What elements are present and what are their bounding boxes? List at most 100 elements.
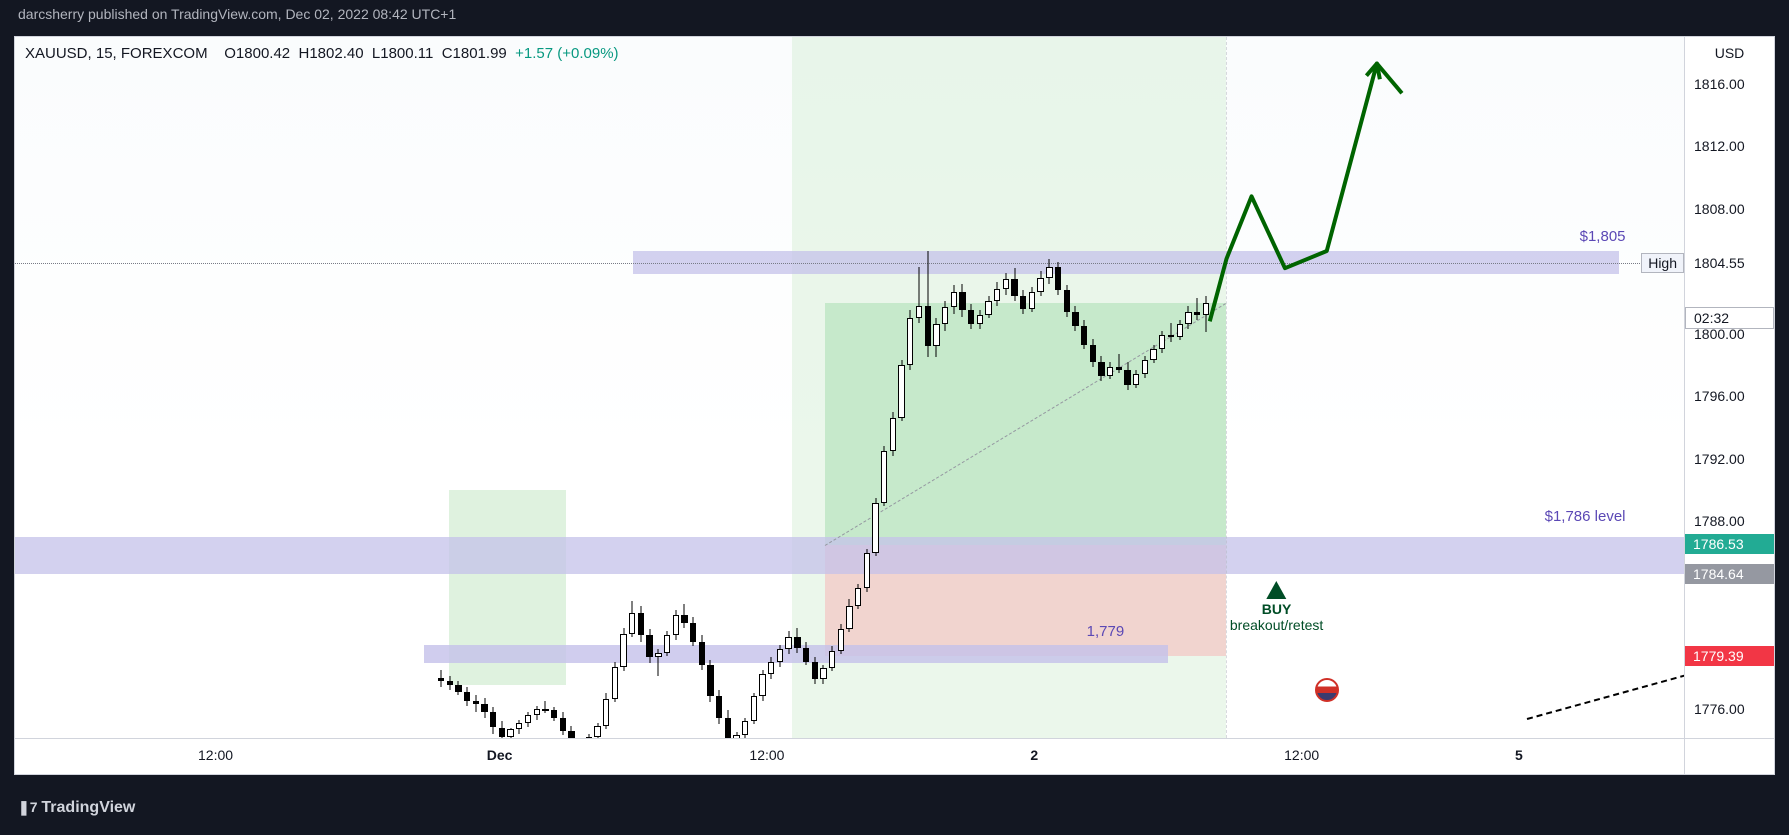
candle: [568, 37, 574, 738]
candle: [1072, 37, 1078, 738]
y-tick-label: 1788.00: [1684, 513, 1774, 529]
candle: [1142, 37, 1148, 738]
y-tick-label: 1812.00: [1684, 138, 1774, 154]
candle: [951, 37, 957, 738]
candle: [586, 37, 592, 738]
candle: [820, 37, 826, 738]
legend-interval: 15: [96, 45, 113, 62]
candle: [1011, 37, 1017, 738]
candle: [455, 37, 461, 738]
price-annotation: $1,805: [1580, 228, 1626, 245]
candle: [1177, 37, 1183, 738]
footer-brand: TradingView: [41, 799, 135, 816]
candle: [977, 37, 983, 738]
candle: [1168, 37, 1174, 738]
candle: [499, 37, 505, 738]
price-box: 1786.53: [1685, 534, 1774, 554]
candle: [534, 37, 540, 738]
candle: [1003, 37, 1009, 738]
chart-plot-area[interactable]: XAUUSD, 15, FOREXCOM O1800.42 H1802.40 L…: [15, 37, 1684, 738]
publish-text: darcsherry published on TradingView.com,…: [18, 6, 456, 22]
candle: [994, 37, 1000, 738]
us-flag-icon: [1315, 678, 1339, 702]
candle: [777, 37, 783, 738]
candle: [968, 37, 974, 738]
candle: [725, 37, 731, 738]
axis-currency: USD: [1685, 45, 1774, 61]
candle: [846, 37, 852, 738]
candle: [855, 37, 861, 738]
candle: [916, 37, 922, 738]
candle: [447, 37, 453, 738]
price-box: 1779.39: [1685, 646, 1774, 666]
axis-corner: [1684, 738, 1774, 774]
candle: [890, 37, 896, 738]
candle: [707, 37, 713, 738]
chart-legend: XAUUSD, 15, FOREXCOM O1800.42 H1802.40 L…: [25, 45, 619, 62]
candle: [959, 37, 965, 738]
candle: [985, 37, 991, 738]
candle: [829, 37, 835, 738]
candle: [759, 37, 765, 738]
price-axis[interactable]: USD 1776.001788.001792.001796.001800.001…: [1684, 37, 1774, 738]
candle: [690, 37, 696, 738]
candle: [925, 37, 931, 738]
candle: [629, 37, 635, 738]
x-tick-label: Dec: [487, 747, 513, 763]
y-tick-label: 1776.00: [1684, 701, 1774, 717]
publish-header: darcsherry published on TradingView.com,…: [0, 0, 1789, 30]
candle: [699, 37, 705, 738]
candle: [907, 37, 913, 738]
candle: [1046, 37, 1052, 738]
candle: [525, 37, 531, 738]
candle: [1185, 37, 1191, 738]
candle: [838, 37, 844, 738]
price-annotation: $1,786 level: [1545, 508, 1626, 525]
candle: [942, 37, 948, 738]
candle: [507, 37, 513, 738]
candle: [812, 37, 818, 738]
candle: [655, 37, 661, 738]
candle: [881, 37, 887, 738]
high-tag: High: [1641, 253, 1684, 273]
candle: [716, 37, 722, 738]
candle: [1194, 37, 1200, 738]
candle: [542, 37, 548, 738]
x-tick-label: 2: [1030, 747, 1038, 763]
candle: [490, 37, 496, 738]
candle: [603, 37, 609, 738]
candle: [673, 37, 679, 738]
x-tick-label: 5: [1515, 747, 1523, 763]
footer-bar: ❚7 TradingView: [0, 785, 1789, 835]
candle: [1029, 37, 1035, 738]
tradingview-logo-icon: ❚7: [18, 799, 41, 815]
legend-exchange: FOREXCOM: [121, 45, 208, 62]
legend-symbol: XAUUSD: [25, 45, 88, 62]
x-tick-label: 12:00: [749, 747, 784, 763]
candle: [481, 37, 487, 738]
price-annotation: 1,779: [1087, 623, 1125, 640]
candle: [577, 37, 583, 738]
candle: [742, 37, 748, 738]
candle: [864, 37, 870, 738]
y-tick-label: 1796.00: [1684, 388, 1774, 404]
time-axis[interactable]: 12:00Dec12:00212:005: [15, 738, 1684, 774]
candle: [872, 37, 878, 738]
candle: [1159, 37, 1165, 738]
candle: [898, 37, 904, 738]
candle: [664, 37, 670, 738]
price-box: 1784.64: [1685, 564, 1774, 584]
candle: [594, 37, 600, 738]
candle: [464, 37, 470, 738]
candle: [794, 37, 800, 738]
candle: [733, 37, 739, 738]
candle: [620, 37, 626, 738]
current-time-line: [1226, 37, 1227, 738]
candle: [646, 37, 652, 738]
candle: [1020, 37, 1026, 738]
y-tick-label: 1816.00: [1684, 76, 1774, 92]
candle: [1037, 37, 1043, 738]
candle: [551, 37, 557, 738]
candle: [612, 37, 618, 738]
buy-signal-marker: BUYbreakout/retest: [1230, 581, 1323, 633]
